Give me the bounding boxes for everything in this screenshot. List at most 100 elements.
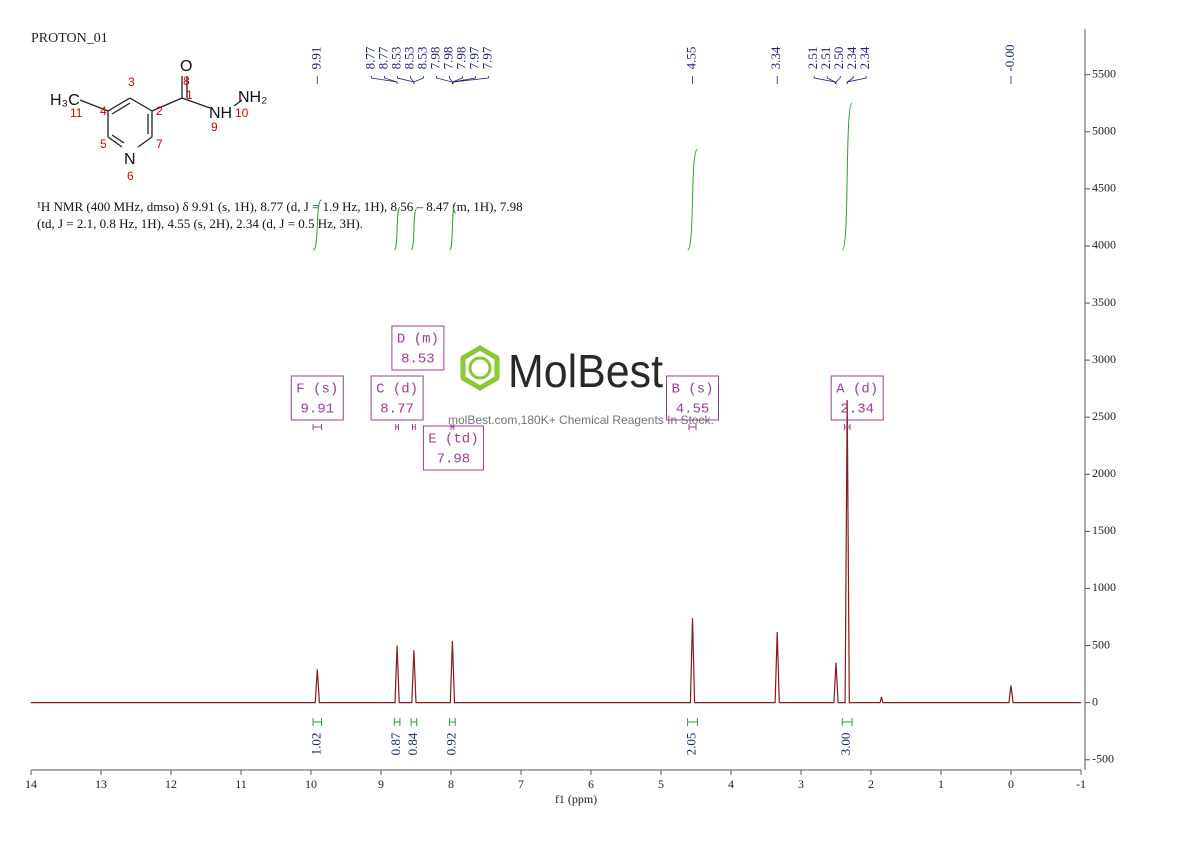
- atom-number: 8: [183, 74, 190, 88]
- structure: H₃C O NH NH₂ N 1 2 3 4 5 6 7 8 9 10 11: [50, 58, 267, 183]
- atom-number: 9: [211, 120, 218, 134]
- integral-bracket: [449, 718, 456, 726]
- watermark-logo: [460, 345, 500, 391]
- peak-label: 2.51: [818, 47, 833, 70]
- multiplet-range: [843, 424, 851, 430]
- x-tick-label: 4: [728, 777, 734, 791]
- x-tick-label: 9: [378, 777, 384, 791]
- x-tick-label: 1: [938, 777, 944, 791]
- watermark-tagline: molBest.com,180K+ Chemical Reagents In S…: [448, 413, 714, 427]
- multiplet-shift: 7.98: [437, 452, 471, 468]
- peak-label: 8.77: [362, 46, 377, 69]
- y-tick-label: 3000: [1092, 352, 1116, 366]
- integral-bracket: [410, 718, 418, 726]
- atom-number: 4: [100, 104, 107, 118]
- x-tick-label: 7: [518, 777, 524, 791]
- peak-label: 8.53: [414, 47, 429, 70]
- y-tick-label: 1000: [1092, 580, 1116, 594]
- multiplet-shift: 2.34: [840, 402, 874, 418]
- peak-leader: [413, 76, 424, 84]
- atom-number: 7: [156, 137, 163, 151]
- y-tick-label: 3500: [1092, 295, 1116, 309]
- atom-label: NH: [209, 105, 232, 122]
- peak-leader: [835, 76, 841, 84]
- y-tick-label: 5000: [1092, 124, 1116, 138]
- peak-label: 4.55: [683, 47, 698, 70]
- multiplet-name: E (td): [428, 432, 478, 448]
- x-tick-label: 10: [305, 777, 317, 791]
- atom-number: 1: [186, 88, 193, 102]
- integral-label: 0.92: [443, 733, 458, 756]
- y-tick-label: 4000: [1092, 238, 1116, 252]
- integral-curve: [312, 199, 322, 251]
- peak-leader: [436, 76, 453, 84]
- x-tick-label: 0: [1008, 777, 1014, 791]
- y-tick-label: -500: [1092, 751, 1114, 765]
- integral-label: 0.87: [388, 732, 403, 755]
- multiplet-shift: 8.77: [380, 402, 414, 418]
- y-tick-label: 5500: [1092, 66, 1116, 80]
- peak-label: 2.51: [805, 47, 820, 70]
- peak-label: 2.50: [831, 47, 846, 70]
- peak-label: 7.98: [440, 47, 455, 70]
- multiplet-range: [395, 424, 399, 430]
- peak-leader: [452, 76, 489, 84]
- description: (td, J = 2.1, 0.8 Hz, 1H), 4.55 (s, 2H),…: [37, 216, 363, 231]
- multiplet-box: [370, 375, 424, 421]
- integral-bracket: [841, 718, 853, 726]
- atom-label: N: [124, 151, 136, 168]
- x-tick-label: -1: [1076, 777, 1086, 791]
- peak-label: 8.53: [388, 47, 403, 70]
- peak-leader: [410, 76, 415, 84]
- peak-label: 2.34: [844, 46, 859, 69]
- multiplet-range: [688, 424, 697, 430]
- atom-label: NH₂: [238, 89, 267, 106]
- integral-curve: [841, 102, 853, 251]
- multiplet-shift: 9.91: [300, 402, 334, 418]
- peak-leader: [826, 76, 836, 84]
- integral-bracket: [687, 718, 698, 726]
- multiplet-name: C (d): [376, 382, 418, 398]
- integral-curve: [449, 204, 456, 251]
- integral-curve: [687, 149, 698, 251]
- multiplet-range: [450, 424, 455, 430]
- peak-label: 8.53: [401, 47, 416, 70]
- atom-number: 5: [100, 137, 107, 151]
- y-tick-label: 500: [1092, 637, 1110, 651]
- x-tick-label: 11: [235, 777, 247, 791]
- multiplet-shift: 4.55: [676, 402, 710, 418]
- multiplet-range: [412, 424, 416, 430]
- peak-leader: [846, 76, 867, 84]
- x-tick-label: 12: [165, 777, 177, 791]
- atom-number: 6: [127, 169, 134, 183]
- peak-leader: [451, 76, 463, 84]
- integral-label: 0.84: [405, 732, 420, 755]
- multiplet-name: A (d): [836, 382, 878, 398]
- x-tick-label: 14: [25, 777, 37, 791]
- atom-number: 3: [128, 75, 135, 89]
- integral-curve: [393, 206, 401, 251]
- watermark-logo: [468, 356, 492, 380]
- atom-number: 2: [156, 104, 163, 118]
- watermark-brand: MolBest: [508, 345, 663, 397]
- multiplet-box: [830, 375, 884, 421]
- x-axis-label: f1 (ppm): [555, 792, 597, 806]
- peak-leader: [846, 76, 854, 84]
- y-tick-label: 0: [1092, 694, 1098, 708]
- peak-leader: [449, 76, 453, 84]
- peak-label: 2.34: [857, 46, 872, 69]
- watermark: MolBest molBest.com,180K+ Chemical Reage…: [448, 345, 714, 427]
- peak-leader: [397, 76, 415, 84]
- integral-label: 3.00: [838, 733, 853, 756]
- multiplet-name: D (m): [397, 332, 439, 348]
- peak-label: -0.00: [1002, 44, 1017, 71]
- integral-label: 2.05: [683, 733, 698, 756]
- multiplet-box: [290, 375, 344, 421]
- x-tick-label: 2: [868, 777, 874, 791]
- spectrum-line: [31, 400, 1081, 704]
- multiplet-shift: 8.53: [401, 352, 435, 368]
- y-tick-label: 4500: [1092, 181, 1116, 195]
- peak-label: 7.98: [427, 47, 442, 70]
- x-tick-label: 13: [95, 777, 107, 791]
